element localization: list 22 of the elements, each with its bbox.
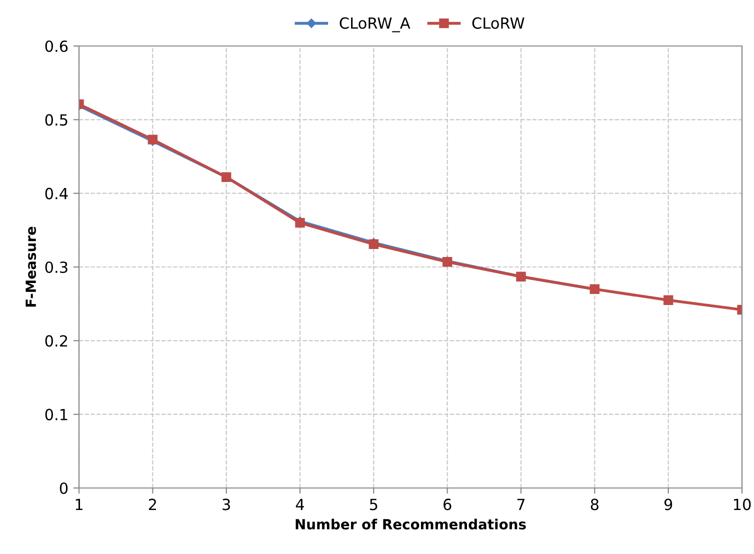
x-tick-label: 3 <box>222 498 230 510</box>
y-tick-label: 0.2 <box>45 335 68 347</box>
y-axis-title: F-Measure <box>26 226 36 307</box>
legend-label: CLoRW <box>472 17 524 29</box>
y-tick-label: 0.4 <box>45 188 68 200</box>
x-axis-title: Number of Recommendations <box>296 518 526 530</box>
x-tick-label: 5 <box>370 498 378 510</box>
y-tick-label: 0.6 <box>45 40 68 52</box>
x-tick-label: 10 <box>734 498 751 510</box>
x-tick-label: 2 <box>148 498 156 510</box>
x-tick-label: 6 <box>444 498 452 510</box>
y-tick-label: 0.3 <box>45 261 68 274</box>
x-tick-label: 4 <box>296 498 304 510</box>
x-tick-label: 9 <box>664 498 672 510</box>
point <box>663 295 674 306</box>
y-tick-label: 0.1 <box>45 408 68 420</box>
x-tick-label: 1 <box>76 498 82 510</box>
y-tick-label: 0.5 <box>45 114 68 126</box>
x-tick-label: 7 <box>517 498 525 510</box>
y-tick-label: 0 <box>60 482 68 494</box>
x-tick-label: 8 <box>590 498 598 510</box>
legend-label: CLoRW_A <box>340 17 410 32</box>
